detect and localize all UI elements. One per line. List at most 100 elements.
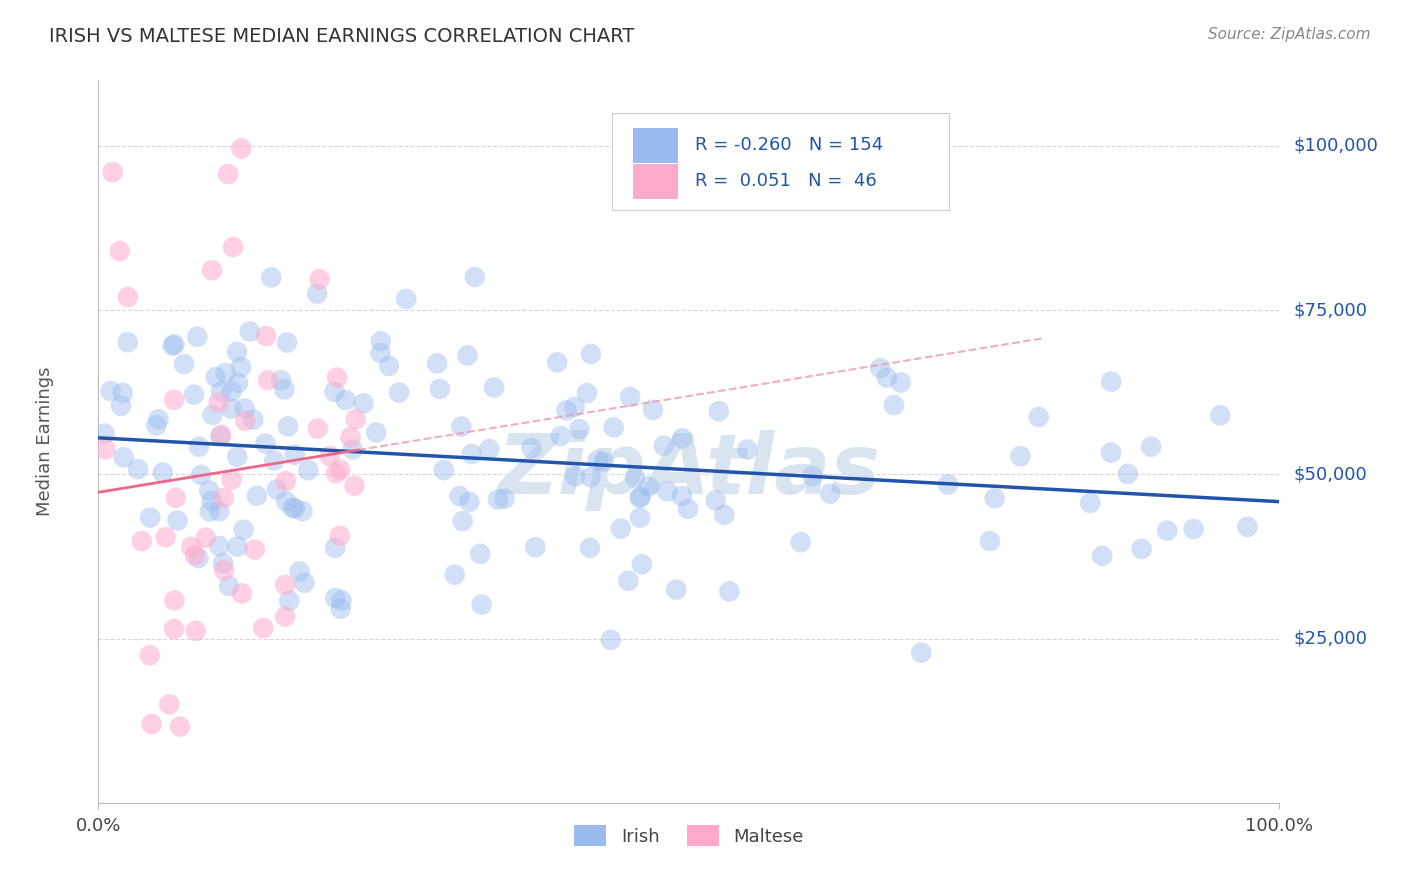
Point (592, 455, 614, 469)
Point (209, 428, 232, 442)
Point (579, 347, 602, 361)
Point (460, 447, 482, 461)
Point (478, 442, 501, 456)
Point (555, 403, 578, 417)
Point (274, 578, 297, 592)
Point (575, 386, 598, 401)
Point (323, 384, 346, 399)
Point (329, 463, 352, 477)
Point (231, 586, 253, 600)
Point (200, 494, 222, 508)
Point (1078, 496, 1101, 510)
Point (641, 402, 664, 417)
Point (344, 412, 367, 426)
Point (180, 540, 202, 554)
Bar (634, 164, 678, 199)
Point (652, 439, 675, 453)
Point (482, 380, 505, 394)
Point (602, 420, 624, 434)
Point (599, 632, 621, 647)
Point (671, 431, 693, 445)
Point (284, 448, 307, 462)
Point (429, 382, 451, 396)
Point (217, 167, 239, 181)
Point (486, 492, 509, 507)
Point (378, 359, 401, 373)
Point (183, 387, 205, 401)
Point (546, 355, 568, 369)
Point (263, 453, 285, 467)
Point (273, 383, 295, 397)
Point (260, 270, 283, 285)
Point (100, 384, 122, 398)
Point (94, 442, 117, 457)
Point (165, 491, 187, 505)
Point (568, 422, 591, 436)
Point (214, 366, 236, 380)
Point (274, 609, 297, 624)
Point (284, 501, 307, 516)
Point (1028, 409, 1050, 424)
Point (370, 346, 392, 360)
Point (323, 591, 346, 605)
Point (657, 484, 679, 499)
Point (388, 385, 411, 400)
Point (208, 539, 231, 553)
Point (141, 717, 163, 731)
Point (277, 419, 299, 434)
Point (1130, 541, 1153, 556)
Point (294, 575, 316, 590)
Point (207, 395, 229, 409)
Point (212, 557, 235, 571)
Point (1116, 467, 1139, 481)
Text: IRISH VS MALTESE MEDIAN EARNINGS CORRELATION CHART: IRISH VS MALTESE MEDIAN EARNINGS CORRELA… (49, 27, 634, 45)
Text: R = -0.260   N = 154: R = -0.260 N = 154 (695, 136, 883, 154)
Point (297, 463, 319, 477)
Point (201, 263, 224, 277)
Point (876, 370, 898, 384)
Point (184, 624, 207, 638)
Point (713, 508, 735, 522)
Point (145, 418, 167, 433)
Point (704, 493, 727, 508)
Point (226, 345, 249, 359)
Point (276, 335, 298, 350)
Point (108, 244, 131, 258)
Point (342, 442, 364, 457)
Point (1099, 375, 1122, 389)
Point (564, 400, 586, 414)
Point (458, 494, 481, 508)
Text: $75,000: $75,000 (1294, 301, 1368, 319)
Point (221, 473, 243, 487)
Point (212, 563, 235, 577)
Point (110, 399, 132, 413)
Point (524, 540, 547, 554)
Point (252, 621, 274, 635)
Point (278, 594, 301, 608)
Point (1099, 445, 1122, 459)
Point (307, 422, 329, 436)
Point (173, 357, 195, 371)
Point (243, 542, 266, 557)
Point (665, 582, 688, 597)
Bar (634, 128, 678, 162)
Point (1236, 520, 1258, 534)
Point (718, 584, 741, 599)
Legend: Irish, Maltese: Irish, Maltese (565, 816, 813, 855)
Point (737, 442, 759, 457)
Point (307, 286, 329, 301)
Point (983, 491, 1005, 506)
Point (1010, 449, 1032, 463)
Point (276, 494, 298, 508)
Point (471, 598, 494, 612)
Point (194, 531, 217, 545)
Point (1182, 522, 1205, 536)
Point (676, 502, 699, 516)
Point (155, 530, 177, 544)
Point (162, 339, 184, 353)
Point (186, 330, 208, 344)
Text: $25,000: $25,000 (1294, 630, 1368, 648)
Point (204, 370, 226, 384)
Point (579, 541, 602, 555)
Point (222, 240, 245, 254)
